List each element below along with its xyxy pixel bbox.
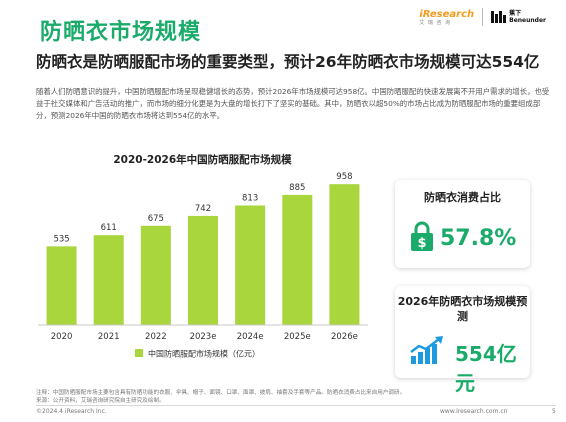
chart-x-tick-label: 2024e (237, 332, 264, 342)
logo-divider (482, 8, 484, 26)
market-forecast-value: 554亿元 (455, 342, 517, 395)
beneunder-logo-icon (491, 11, 507, 23)
body-paragraph: 随着人们防晒意识的提升，中国防晒服配市场呈现稳健增长的态势，预计2026年市场规… (36, 87, 550, 120)
chart-bar (93, 235, 124, 325)
growth-chart-icon (410, 336, 443, 364)
chart-title: 2020-2026年中国防晒服配市场规模 (113, 154, 292, 166)
chart-x-tick-label: 2023e (190, 332, 217, 342)
chart-data-label: 958 (336, 172, 352, 182)
market-forecast-card: 2026年防晒衣市场规模预测 554亿元 (395, 286, 530, 395)
chart-x-tick-label: 2020 (51, 332, 73, 342)
consumption-share-value: 57.8% (440, 226, 517, 251)
iresearch-logo: iResearch 艾 瑞 咨 询 (419, 9, 474, 26)
beneunder-logo-cn: 蕉下 (509, 10, 522, 17)
page-subtitle: 防晒衣是防晒服配市场的重要类型，预计26年防晒衣市场规模可达554亿 (36, 53, 540, 71)
lock-dollar-icon: $ (411, 221, 433, 251)
iresearch-logo-text: iResearch (419, 8, 475, 20)
logo-group: iResearch 艾 瑞 咨 询 蕉下 Beneunder (419, 8, 546, 26)
footnotes: 注释：中国防晒服配市场主要包含具有防晒功能的衣服、伞具、帽子、面镜、口罩、面罩、… (36, 390, 556, 405)
chart-data-label: 675 (148, 214, 164, 224)
beneunder-logo-en: Beneunder (509, 17, 546, 24)
chart-data-label: 885 (289, 183, 305, 193)
chart-x-tick-label: 2026e (331, 332, 358, 342)
footnote-source: 来源：公开资料，艾瑞咨询研究院自主研究及绘制。 (36, 397, 165, 404)
footer-divider (36, 405, 556, 406)
beneunder-logo: 蕉下 Beneunder (491, 10, 546, 24)
chart-bar (282, 194, 313, 325)
chart-x-tick-label: 2022 (145, 332, 167, 342)
website-link[interactable]: www.iresearch.com.cn (440, 408, 508, 415)
chart-bar (46, 246, 77, 325)
iresearch-logo-subtext: 艾 瑞 咨 询 (419, 19, 452, 26)
svg-text:$: $ (417, 236, 426, 251)
chart-bar (329, 184, 360, 325)
chart-data-label: 742 (195, 204, 211, 214)
consumption-share-card: 防晒衣消费占比 $ 57.8% (395, 180, 530, 268)
chart-data-label: 813 (242, 193, 258, 203)
chart-x-tick-label: 2025e (284, 332, 311, 342)
chart-data-label: 611 (101, 223, 117, 233)
chart-canvas: 535 2020 611 2021 675 2022 742 2023e 813 2024e 885… (38, 172, 368, 359)
page-title: 防晒衣市场规模 (40, 20, 202, 45)
page-number: 5 (552, 408, 556, 415)
market-size-chart: 2020-2026年中国防晒服配市场规模 535 2020 611 2021 675 20… (30, 148, 375, 383)
chart-data-label: 535 (53, 234, 69, 244)
chart-bar (188, 215, 218, 325)
market-forecast-title: 2026年防晒衣市场规模预测 (397, 295, 528, 323)
chart-legend-label: 中国防晒服配市场规模（亿元） (148, 349, 260, 359)
consumption-share-title: 防晒衣消费占比 (424, 191, 501, 204)
chart-bar (235, 205, 266, 325)
footnote-note: 注释：中国防晒服配市场主要包含具有防晒功能的衣服、伞具、帽子、面镜、口罩、面罩、… (36, 390, 406, 396)
copyright-text: ©2024.4 iResearch Inc. (36, 408, 107, 415)
chart-legend-swatch (135, 349, 143, 357)
chart-bar (140, 225, 171, 325)
chart-x-tick-label: 2021 (98, 332, 120, 342)
